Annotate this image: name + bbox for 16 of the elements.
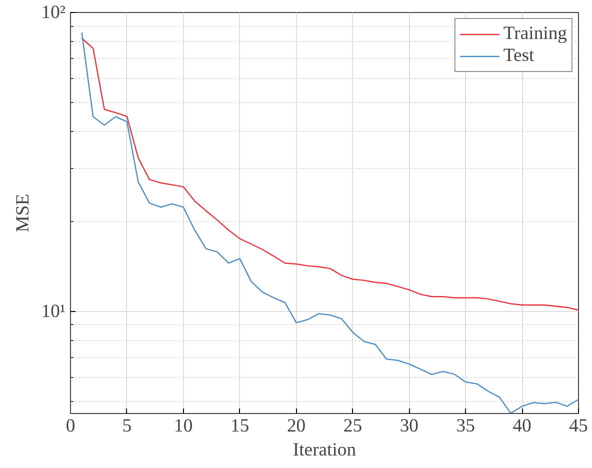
x-tick-label: 40 bbox=[512, 416, 532, 436]
x-tick-label: 15 bbox=[230, 416, 250, 436]
x-tick-label: 10 bbox=[174, 416, 193, 436]
x-tick-label: 5 bbox=[122, 416, 132, 436]
y-tick-label: 10² bbox=[41, 2, 66, 23]
y-axis-title: MSE bbox=[12, 194, 34, 232]
x-tick-label: 0 bbox=[66, 416, 76, 436]
y-tick-label: 10¹ bbox=[41, 300, 66, 322]
x-tick-label: 25 bbox=[343, 416, 362, 436]
x-tick-label: 45 bbox=[569, 416, 588, 436]
x-tick-label: 35 bbox=[456, 416, 475, 436]
x-tick-label: 20 bbox=[286, 416, 306, 436]
legend-label: Test bbox=[503, 45, 534, 67]
legend-label: Training bbox=[503, 23, 567, 45]
x-tick-label: 30 bbox=[400, 416, 418, 436]
x-axis-title: Iteration bbox=[292, 440, 357, 460]
